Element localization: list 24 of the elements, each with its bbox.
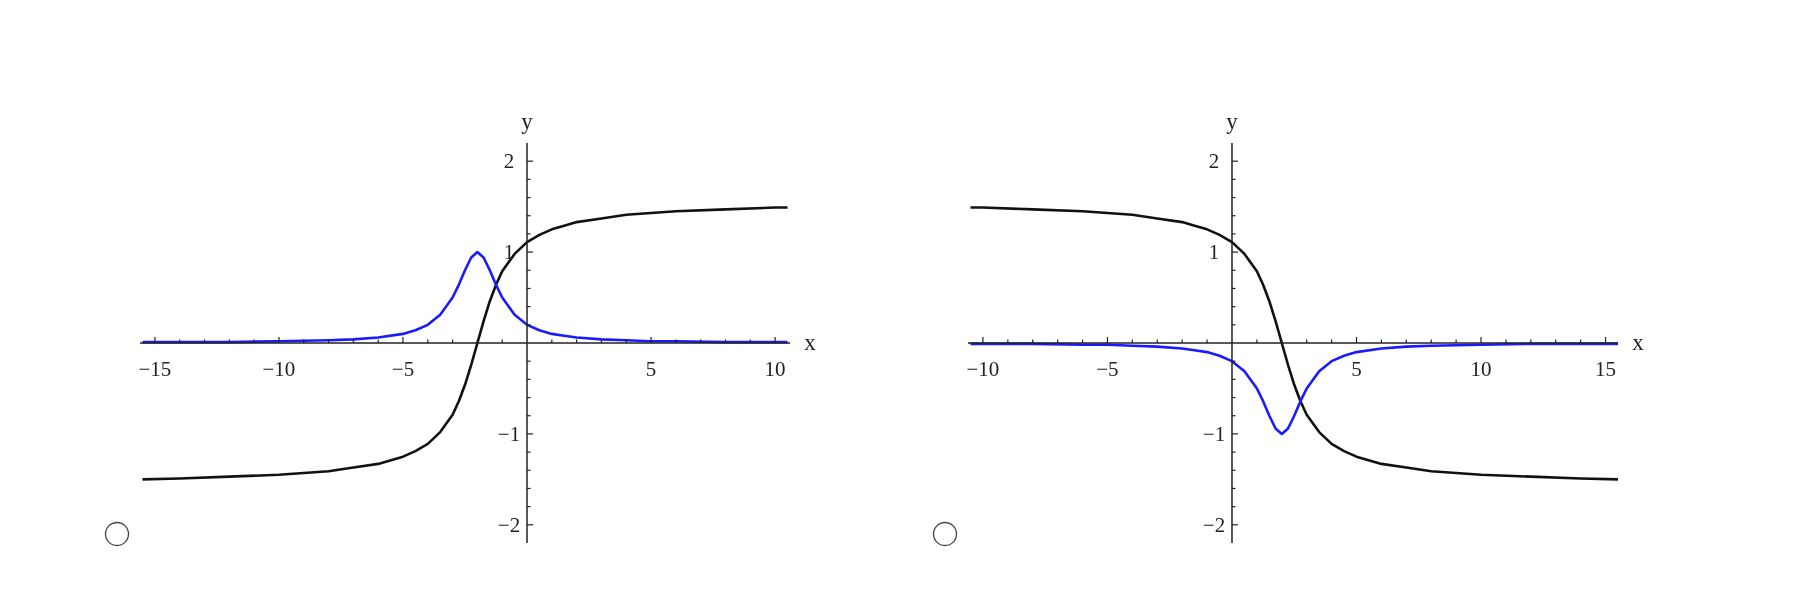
line-series (969, 206, 1618, 481)
y-axis-title: y (521, 109, 534, 134)
x-axis-title: x (804, 330, 817, 355)
y-tick-label: −1 (1202, 421, 1226, 446)
x-tick-label: −10 (262, 357, 296, 381)
x-tick-label: −10 (966, 357, 1000, 381)
y-tick-label: 2 (1208, 149, 1220, 174)
y-tick-label: −1 (497, 421, 521, 446)
y-tick-label: −2 (1202, 512, 1226, 537)
line-series (141, 206, 789, 481)
y-tick-label: −2 (497, 512, 521, 537)
y-axis-title: y (1226, 109, 1239, 134)
y-tick-label: 2 (503, 149, 515, 174)
x-tick-label: 10 (1470, 357, 1492, 381)
x-tick-label: −15 (138, 357, 172, 381)
x-tick-label: 5 (645, 357, 657, 381)
x-axis-title: x (1632, 330, 1645, 355)
x-tick-label: 5 (1351, 357, 1362, 381)
x-tick-label: 15 (1595, 357, 1617, 381)
y-tick-label: 1 (1208, 240, 1220, 265)
x-tick-label: −5 (1096, 357, 1119, 381)
x-tick-label: −5 (391, 357, 415, 381)
y-tick-label: 1 (503, 240, 515, 265)
x-tick-label: 10 (764, 357, 786, 381)
